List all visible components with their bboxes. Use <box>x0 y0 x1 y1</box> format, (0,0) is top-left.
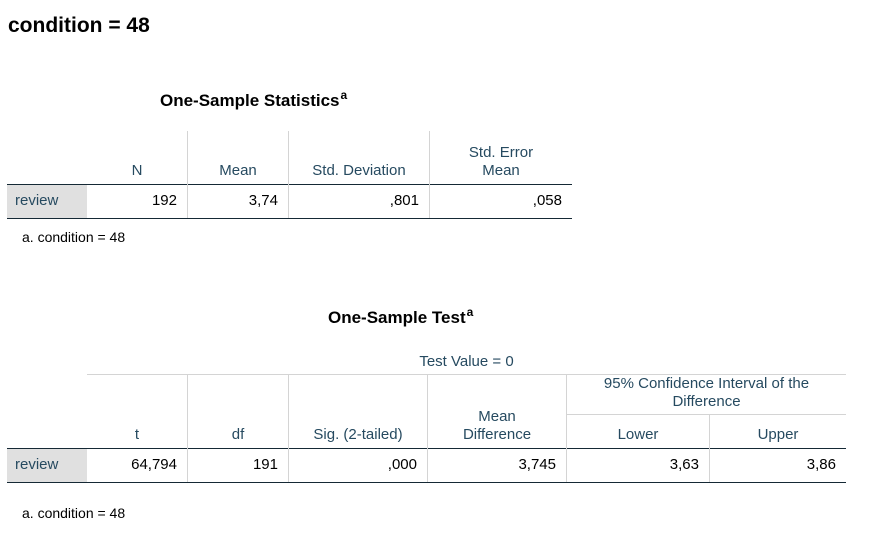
test-value-label: Test Value = 0 <box>87 350 846 375</box>
stats-table-title-footnote-marker: a <box>340 88 348 102</box>
stats-cell-std-deviation: ,801 <box>288 183 430 219</box>
test-col-lower: Lower <box>566 414 710 448</box>
test-ci-label-line1: 95% Confidence Interval of the <box>603 374 810 392</box>
test-corner-cell <box>7 350 87 448</box>
test-col-mean-diff-line2: Difference <box>462 425 532 443</box>
test-row-review: review 64,794 191 ,000 3,745 3,63 3,86 <box>7 447 846 483</box>
one-sample-test-table: Test Value = 0 t df Sig. (2-tailed) Mean… <box>7 350 846 483</box>
test-cell-mean-difference: 3,745 <box>427 447 567 483</box>
stats-row-review: review 192 3,74 ,801 ,058 <box>7 183 572 219</box>
test-cell-df: 191 <box>187 447 289 483</box>
test-col-upper: Upper <box>709 414 846 448</box>
test-ci-group-header: 95% Confidence Interval of the Differenc… <box>566 374 846 415</box>
test-row-label: review <box>7 447 87 483</box>
test-col-df: df <box>187 374 289 448</box>
test-cell-upper: 3,86 <box>709 447 846 483</box>
stats-table-title: One-Sample Statisticsa <box>160 88 347 111</box>
stats-table-title-text: One-Sample Statistics <box>160 91 340 110</box>
stats-cell-std-error-mean: ,058 <box>429 183 572 219</box>
stats-table-footnote: a. condition = 48 <box>22 229 126 245</box>
stats-col-std-deviation: Std. Deviation <box>288 131 430 184</box>
test-col-mean-diff-line1: Mean <box>478 407 516 425</box>
stats-col-n: N <box>131 161 143 179</box>
stats-cell-n: 192 <box>87 183 188 219</box>
stats-col-mean: Mean <box>187 131 289 184</box>
one-sample-statistics-table: N Mean Std. Deviation Std. Error Mean re… <box>7 131 572 219</box>
stats-cell-mean: 3,74 <box>187 183 289 219</box>
test-table-footnote: a. condition = 48 <box>22 505 126 521</box>
stats-col-std-error-mean: Std. Error Mean <box>429 131 572 184</box>
test-cell-lower: 3,63 <box>566 447 710 483</box>
test-col-sig: Sig. (2-tailed) <box>288 374 428 448</box>
stats-col-std-error-line2: Mean <box>482 161 520 179</box>
stats-corner-cell <box>7 131 87 184</box>
page-heading: condition = 48 <box>8 14 150 37</box>
test-cell-t: 64,794 <box>87 447 188 483</box>
stats-col-std-error-line1: Std. Error <box>468 143 534 161</box>
test-table-title: One-Sample Testa <box>328 305 473 328</box>
test-col-t: t <box>134 425 140 443</box>
test-cell-sig: ,000 <box>288 447 428 483</box>
test-table-title-footnote-marker: a <box>466 305 474 319</box>
test-ci-label-line2: Difference <box>672 392 741 410</box>
stats-row-label: review <box>7 183 87 219</box>
test-col-mean-difference: Mean Difference <box>427 374 567 448</box>
test-table-title-text: One-Sample Test <box>328 308 466 327</box>
